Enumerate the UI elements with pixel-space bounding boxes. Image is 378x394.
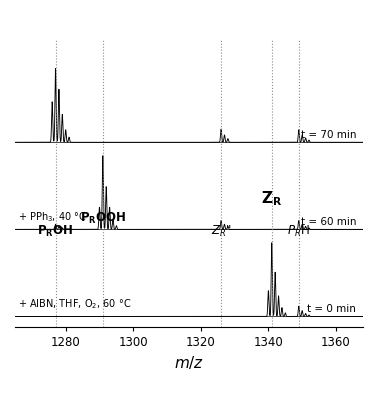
Text: $\mathbf{P_R}$$\mathbf{OOH}$: $\mathbf{P_R}$$\mathbf{OOH}$ bbox=[80, 211, 126, 226]
Text: t = 60 min: t = 60 min bbox=[301, 217, 356, 227]
Text: + PPh$_3$, 40 °C: + PPh$_3$, 40 °C bbox=[19, 210, 87, 224]
Text: $\mathbf{Z_R}$: $\mathbf{Z_R}$ bbox=[261, 189, 282, 208]
X-axis label: $m/z$: $m/z$ bbox=[174, 354, 204, 371]
Text: $P_R$H: $P_R$H bbox=[287, 224, 310, 240]
Text: $Z_R$": $Z_R$" bbox=[211, 224, 231, 240]
Text: + AIBN, THF, O$_2$, 60 °C: + AIBN, THF, O$_2$, 60 °C bbox=[19, 297, 132, 311]
Text: $\mathbf{P_R}$$\mathbf{OH}$: $\mathbf{P_R}$$\mathbf{OH}$ bbox=[37, 224, 74, 240]
Text: t = 70 min: t = 70 min bbox=[301, 130, 356, 140]
Text: t = 0 min: t = 0 min bbox=[307, 305, 356, 314]
